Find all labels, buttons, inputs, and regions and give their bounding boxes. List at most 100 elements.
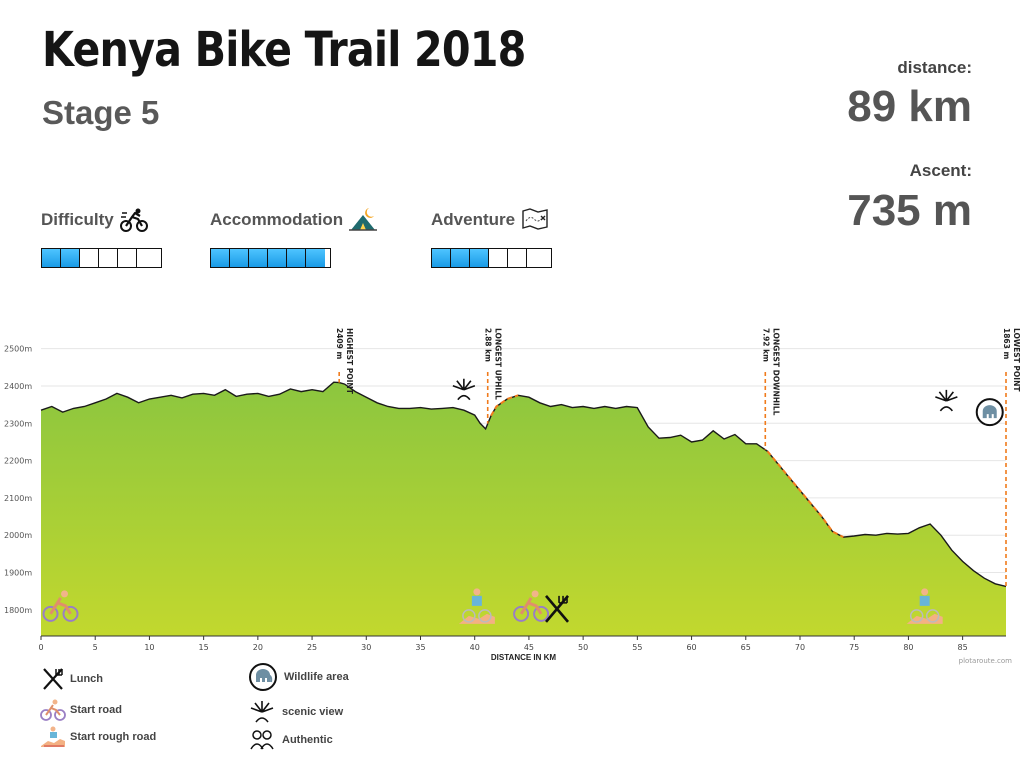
rating-segment bbox=[451, 249, 470, 267]
x-tick-label: 70 bbox=[795, 643, 805, 652]
scenic-view-icon bbox=[250, 701, 274, 723]
scenic-view-icon bbox=[452, 378, 476, 401]
y-tick-label: 1900m bbox=[4, 569, 32, 578]
annotation-value: 7.92 km bbox=[761, 328, 770, 362]
lunch-icon bbox=[545, 595, 570, 623]
accommodation-label: Accommodation bbox=[210, 210, 344, 229]
x-tick-label: 25 bbox=[307, 643, 317, 652]
x-tick-label: 20 bbox=[253, 643, 263, 652]
rating-segment bbox=[287, 249, 306, 267]
legend-wildlife-area: Wildlife area bbox=[248, 662, 349, 692]
rating-segment bbox=[137, 249, 156, 267]
start-rough-road-icon bbox=[41, 726, 65, 747]
elevation-area bbox=[41, 382, 1006, 636]
legend-start-road-label: Start road bbox=[70, 704, 122, 716]
camp-tent-icon bbox=[349, 208, 378, 231]
rating-segment bbox=[527, 249, 546, 267]
rating-segment bbox=[80, 249, 99, 267]
annotation-value: 2.88 km bbox=[484, 328, 493, 362]
legend-start-rough-road: Start rough road bbox=[40, 726, 156, 748]
rating-segment bbox=[211, 249, 230, 267]
distance-label: distance: bbox=[897, 58, 972, 77]
y-tick-label: 2000m bbox=[4, 531, 32, 540]
adventure-bar bbox=[431, 248, 552, 268]
treasure-map-icon bbox=[522, 208, 548, 230]
x-tick-label: 10 bbox=[144, 643, 154, 652]
legend-scenic-view: scenic view bbox=[250, 700, 343, 724]
start-rough-road-icon bbox=[906, 588, 943, 624]
rating-segment bbox=[99, 249, 118, 267]
y-tick-label: 1800m bbox=[4, 606, 32, 615]
cyclist-icon bbox=[119, 208, 148, 232]
x-tick-label: 55 bbox=[632, 643, 642, 652]
rating-segment bbox=[230, 249, 249, 267]
start-rough-road-icon bbox=[458, 588, 495, 624]
rating-segment bbox=[249, 249, 268, 267]
annotation-value: 2409 m bbox=[335, 328, 344, 359]
x-axis-label: DISTANCE IN KM bbox=[491, 653, 557, 662]
rating-segment bbox=[489, 249, 508, 267]
adventure-label: Adventure bbox=[431, 210, 516, 229]
legend-scenic-view-label: scenic view bbox=[282, 706, 344, 718]
longest-uphill-segment bbox=[490, 394, 519, 417]
difficulty-label: Difficulty bbox=[41, 210, 114, 229]
ascent-value: 735 m bbox=[847, 186, 972, 235]
annotation-label: LONGEST DOWNHILL bbox=[771, 328, 780, 416]
scenic-view-icon bbox=[935, 389, 958, 412]
annotation-value: 1863 m bbox=[1002, 328, 1011, 359]
legend-wildlife-area-label: Wildlife area bbox=[284, 671, 349, 683]
y-tick-label: 2200m bbox=[4, 457, 32, 466]
start-road-icon bbox=[40, 699, 66, 721]
legend-authentic-label: Authentic bbox=[282, 734, 333, 746]
rating-segment bbox=[42, 249, 61, 267]
elevation-line bbox=[40, 381, 1007, 588]
ascent-label: Ascent: bbox=[909, 161, 972, 180]
y-axis: 1800m 1900m 2000m 2100m 2200m 2300m 2400m 2500m bbox=[4, 345, 32, 615]
elevation-chart: 1800m 1900m 2000m 2100m 2200m 2300m 2400m 2500m… bbox=[4, 328, 1021, 662]
rating-segment bbox=[432, 249, 451, 267]
rating-segment bbox=[118, 249, 137, 267]
accommodation-bar bbox=[210, 248, 331, 268]
accommodation-rating: Accommodation bbox=[210, 205, 378, 268]
y-tick-label: 2500m bbox=[4, 345, 32, 354]
legend-start-road: Start road bbox=[40, 699, 122, 721]
wildlife-area-icon bbox=[249, 663, 277, 691]
stage-title: Stage 5 bbox=[42, 94, 160, 131]
page-title: Kenya Bike Trail 2018 bbox=[42, 22, 526, 78]
x-tick-label: 60 bbox=[686, 643, 696, 652]
start-road-icon bbox=[42, 590, 79, 622]
x-tick-label: 50 bbox=[578, 643, 588, 652]
y-tick-label: 2400m bbox=[4, 382, 32, 391]
rating-segment bbox=[268, 249, 287, 267]
x-tick-label: 85 bbox=[958, 643, 968, 652]
annotation-label: LONGEST UPHILL bbox=[494, 328, 503, 400]
rating-segment bbox=[470, 249, 489, 267]
x-tick-label: 75 bbox=[849, 643, 859, 652]
x-tick-label: 30 bbox=[361, 643, 371, 652]
rating-segment bbox=[306, 249, 325, 267]
x-tick-label: 80 bbox=[903, 643, 913, 652]
difficulty-rating: Difficulty bbox=[41, 205, 162, 268]
legend-start-rough-road-label: Start rough road bbox=[70, 731, 157, 743]
x-tick-label: 65 bbox=[741, 643, 751, 652]
legend-lunch: Lunch bbox=[40, 666, 103, 692]
adventure-rating: Adventure bbox=[431, 205, 552, 268]
authentic-icon bbox=[250, 730, 274, 750]
rating-segment bbox=[61, 249, 80, 267]
rating-segment bbox=[508, 249, 527, 267]
attribution: plotaroute.com bbox=[958, 657, 1012, 665]
legend-lunch-label: Lunch bbox=[70, 673, 103, 685]
distance-value: 89 km bbox=[847, 82, 972, 131]
x-axis: 0 5 10 15 20 25 30 35 40 45 50 55 60 65 70 75 80 85 bbox=[38, 636, 968, 652]
wildlife-area-icon bbox=[975, 398, 1004, 427]
start-road-icon bbox=[513, 590, 550, 622]
x-tick-label: 15 bbox=[199, 643, 209, 652]
x-tick-label: 5 bbox=[93, 643, 98, 652]
y-tick-label: 2300m bbox=[4, 419, 32, 428]
x-tick-label: 40 bbox=[470, 643, 480, 652]
